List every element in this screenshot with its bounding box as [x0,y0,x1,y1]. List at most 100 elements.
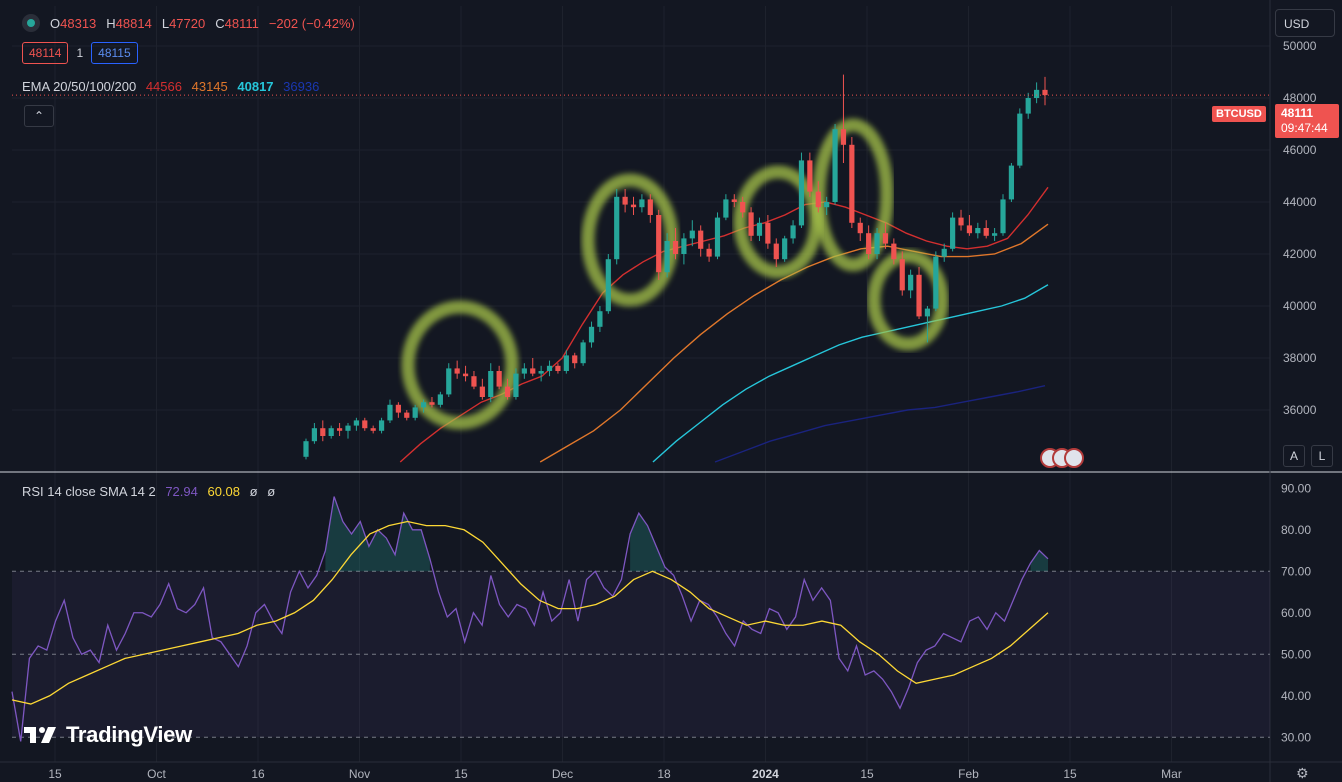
candle-body [1000,199,1006,234]
ema-label: EMA 20/50/100/200 [22,79,137,94]
candle-body [370,428,376,431]
chevron-up-icon[interactable]: ⌃ [24,105,54,127]
time-tick-label: Dec [552,767,573,781]
candle-body [437,394,443,405]
candle-body [790,225,796,239]
ema200-value: 36936 [283,79,320,94]
time-tick-label: 15 [454,767,468,781]
candle-body [983,228,989,236]
rsi-tick-label: 70.00 [1281,564,1311,578]
price-tick-label: 40000 [1283,299,1317,313]
rsi-overbought-fill [630,513,665,572]
candle-body [840,129,847,145]
rsi-tick-label: 80.00 [1281,523,1311,537]
candle-body [1008,165,1015,200]
currency-select[interactable]: USD [1275,9,1335,37]
candle-body [336,428,343,431]
open-label: O [50,15,61,31]
candle-body [1042,89,1048,96]
log-scale-button[interactable]: L [1311,445,1333,467]
rsi-extra-a: ø [249,484,258,499]
candle-body [1034,89,1040,98]
ema100-line [652,284,1049,463]
us-flag-icon[interactable] [1064,448,1084,468]
candle-body [538,371,544,374]
rsi-tick-label: 50.00 [1281,647,1311,661]
tradingview-logo[interactable]: TradingView [24,722,192,748]
candle-body [874,233,880,254]
time-tick-label: Feb [958,767,979,781]
close-label: C [215,15,225,31]
candle-body [891,243,897,260]
candle-body [479,386,485,397]
buy-button[interactable]: 48115 [91,42,138,64]
candle-body [992,233,998,236]
rsi-line [11,496,1049,742]
time-tick-label: Mar [1161,767,1182,781]
candle-body [706,248,712,257]
candle-body [866,233,872,254]
candle-body [882,233,889,244]
market-status-icon[interactable] [22,14,40,32]
gear-icon[interactable]: ⚙ [1296,765,1309,781]
candle-body [756,222,763,236]
candle-body [908,274,914,291]
candle-body [496,371,502,387]
candle-body [605,259,611,312]
candle-body [958,217,964,226]
rsi-tick-label: 60.00 [1281,606,1311,620]
candle-body [740,202,746,213]
rsi-tick-label: 30.00 [1281,730,1311,744]
auto-scale-button[interactable]: A [1283,445,1305,467]
rsi-tick-label: 40.00 [1281,689,1311,703]
price-tick-label: 48000 [1283,91,1317,105]
time-tick-label: Oct [147,767,166,781]
economic-events[interactable] [1040,448,1084,468]
candle-body [303,441,309,457]
bar-countdown: 09:47:44 [1281,121,1328,135]
candle-body [630,204,637,208]
time-tick-label: 15 [860,767,874,781]
ema50-value: 43145 [191,79,228,94]
candle-body [1017,113,1023,166]
candle-body [362,420,368,429]
candle-body [647,199,653,215]
rsi-legend[interactable]: RSI 14 close SMA 14 2 72.94 60.08 ø ø [22,484,281,499]
candle-body [320,428,326,436]
candle-body [832,129,838,202]
symbol-label: BTCUSD [1212,106,1266,122]
candle-body [521,368,527,374]
candle-body [1025,98,1031,114]
rsi-sma-value: 60.08 [207,484,241,499]
candle-body [572,355,578,364]
candle-body [446,368,452,395]
candle-body [353,420,359,426]
low-value: 47720 [169,15,206,31]
candle-body [345,425,351,431]
candle-body [429,402,435,405]
candle-body [748,212,754,236]
ema-legend[interactable]: EMA 20/50/100/200 44566 43145 40817 3693… [22,79,325,94]
candle-body [924,308,931,317]
candle-body [950,217,956,249]
candle-body [807,160,813,192]
price-tick-label: 38000 [1283,351,1317,365]
rsi-sma-line [11,520,1049,705]
tradingview-logo-icon [24,727,56,743]
candle-body [723,199,729,218]
candle-body [664,241,670,273]
candle-body [462,373,469,377]
highlight-circle [867,249,949,351]
sell-button[interactable]: 48114 [22,42,69,64]
last-price: 48111 [1281,106,1314,120]
spread-value: 1 [76,46,84,60]
candle-body [933,256,939,309]
close-value: 48111 [224,15,259,31]
candle-body [849,144,855,223]
candle-body [513,373,519,397]
candle-body [597,311,603,327]
open-value: 48313 [60,15,97,31]
time-tick-label: 2024 [752,767,779,781]
candle-body [714,217,721,257]
